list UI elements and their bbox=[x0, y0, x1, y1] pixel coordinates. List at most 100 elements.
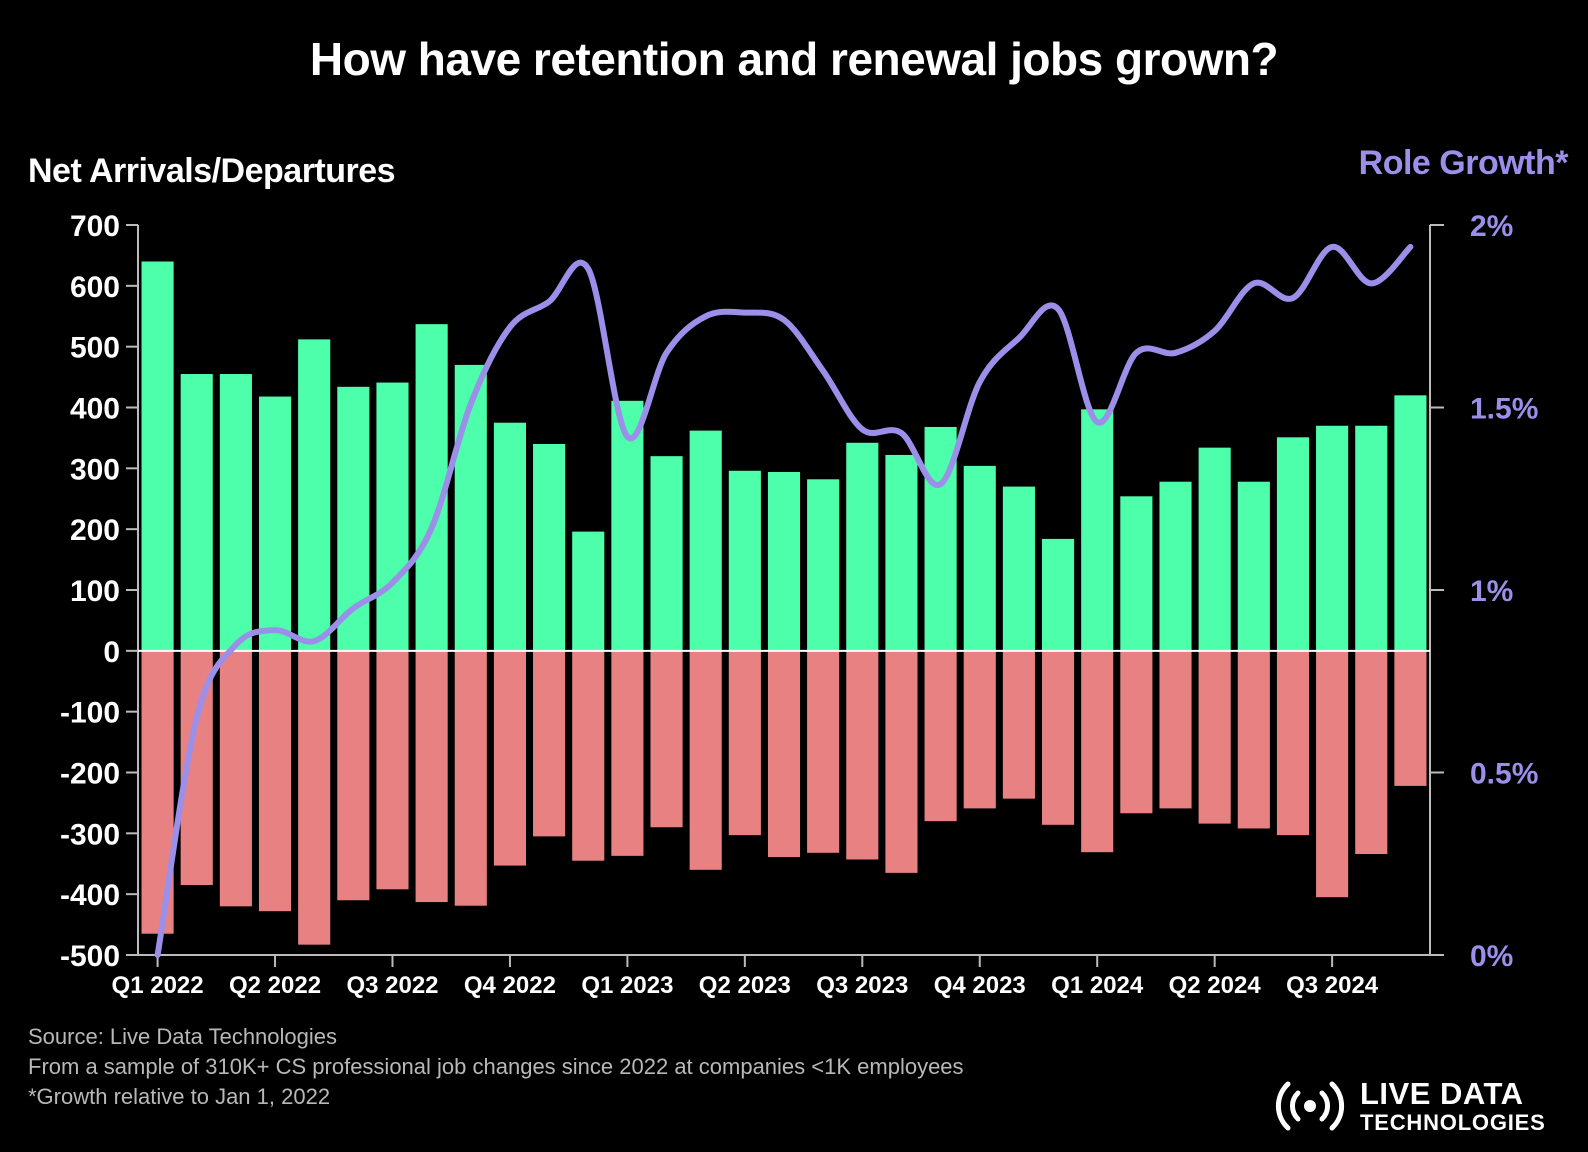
departures-bar bbox=[572, 650, 605, 861]
arrivals-bar bbox=[258, 396, 292, 651]
line-layer bbox=[154, 243, 1414, 958]
departures-bar bbox=[298, 650, 331, 945]
arrivals-bar bbox=[1276, 437, 1310, 651]
role-growth-line bbox=[154, 243, 1414, 958]
arrivals-bar bbox=[298, 339, 331, 651]
departures-bar bbox=[611, 650, 644, 856]
arrivals-bar bbox=[533, 444, 566, 651]
arrivals-bar bbox=[219, 374, 252, 651]
arrivals-bar bbox=[689, 430, 722, 651]
departures-bar bbox=[1276, 650, 1310, 836]
left-y-tick-label: -400 bbox=[60, 879, 120, 912]
departures-bar bbox=[1120, 650, 1153, 814]
axes-layer bbox=[126, 224, 1444, 967]
broadcast-icon bbox=[1275, 1081, 1345, 1131]
departures-bar bbox=[1394, 650, 1427, 786]
left-y-tick-label: 700 bbox=[70, 210, 120, 243]
departures-bar bbox=[493, 650, 526, 866]
departures-bar bbox=[807, 650, 840, 853]
arrivals-bar bbox=[1355, 425, 1388, 651]
arrivals-bar bbox=[846, 442, 879, 651]
right-y-tick-label: 2% bbox=[1470, 210, 1513, 243]
left-y-tick-label: 300 bbox=[70, 453, 120, 486]
departures-bar bbox=[1042, 650, 1075, 825]
x-tick-label: Q4 2022 bbox=[464, 972, 556, 999]
left-y-tick-label: -300 bbox=[60, 818, 120, 851]
arrivals-bar bbox=[376, 382, 409, 651]
right-y-tick-label: 0.5% bbox=[1470, 758, 1538, 791]
arrivals-bar bbox=[141, 261, 174, 651]
x-tick-label: Q1 2022 bbox=[112, 972, 204, 999]
left-y-tick-label: -500 bbox=[60, 940, 120, 973]
logo-text-line1: LIVE DATA bbox=[1360, 1076, 1524, 1111]
arrivals-bar bbox=[1159, 481, 1192, 651]
departures-bar bbox=[454, 650, 487, 906]
departures-bar bbox=[689, 650, 722, 870]
departures-bar bbox=[1237, 650, 1270, 829]
left-y-tick-label: 400 bbox=[70, 393, 120, 426]
arrivals-bar bbox=[1237, 481, 1270, 651]
arrivals-bar bbox=[572, 531, 605, 651]
departures-bar bbox=[533, 650, 566, 837]
departures-bar bbox=[1159, 650, 1192, 809]
arrivals-bar bbox=[807, 479, 840, 651]
departures-bar bbox=[650, 650, 683, 828]
x-tick-label: Q1 2024 bbox=[1051, 972, 1144, 999]
left-y-tick-label: 500 bbox=[70, 332, 120, 365]
left-y-tick-label: 600 bbox=[70, 271, 120, 304]
arrivals-bar bbox=[1042, 538, 1075, 651]
right-y-tick-label: 0% bbox=[1470, 940, 1513, 973]
arrivals-bar bbox=[1120, 496, 1153, 651]
arrivals-bar bbox=[180, 374, 213, 651]
sample-note: From a sample of 310K+ CS professional j… bbox=[28, 1054, 964, 1079]
departures-bar bbox=[728, 650, 761, 836]
arrivals-bar bbox=[650, 456, 683, 651]
arrivals-bar bbox=[767, 471, 801, 651]
x-tick-label: Q2 2023 bbox=[699, 972, 791, 999]
arrivals-bar bbox=[1081, 409, 1114, 651]
departures-bar bbox=[376, 650, 409, 890]
x-tick-label: Q3 2022 bbox=[346, 972, 438, 999]
departures-bar bbox=[219, 650, 252, 907]
right-y-tick-label: 1.5% bbox=[1470, 393, 1538, 426]
labels-layer: 700 600 500 400 300 200 100 0 -100 -200 -300 -400 -5… bbox=[60, 210, 1538, 999]
departures-bar bbox=[846, 650, 879, 860]
company-logo: LIVE DATA TECHNOLOGIES bbox=[1268, 1076, 1558, 1152]
x-tick-label: Q2 2022 bbox=[229, 972, 321, 999]
arrivals-bar bbox=[493, 422, 526, 651]
source-note: Source: Live Data Technologies bbox=[28, 1024, 338, 1049]
chart-title: How have retention and renewal jobs grow… bbox=[309, 33, 1279, 85]
x-tick-label: Q3 2023 bbox=[816, 972, 908, 999]
departures-bar bbox=[1355, 650, 1388, 855]
left-y-tick-label: -200 bbox=[60, 758, 120, 791]
arrivals-bar bbox=[1316, 425, 1349, 651]
departures-bar bbox=[258, 650, 292, 912]
x-tick-label: Q3 2024 bbox=[1286, 972, 1379, 999]
right-axis-title: Role Growth* bbox=[1358, 144, 1569, 182]
departures-bar bbox=[1002, 650, 1035, 799]
departures-bar bbox=[963, 650, 996, 809]
arrivals-bar bbox=[885, 454, 918, 651]
departures-bar bbox=[885, 650, 918, 873]
arrivals-bar bbox=[1002, 486, 1035, 651]
arrivals-bar bbox=[1198, 447, 1231, 651]
left-y-tick-label: -100 bbox=[60, 697, 120, 730]
departures-bar bbox=[1198, 650, 1231, 824]
departures-bar bbox=[924, 650, 957, 822]
left-y-tick-label: 200 bbox=[70, 514, 120, 547]
left-y-tick-label: 0 bbox=[103, 636, 120, 669]
arrivals-bar bbox=[728, 470, 761, 651]
departures-bar bbox=[767, 650, 801, 858]
logo-text-line2: TECHNOLOGIES bbox=[1360, 1110, 1546, 1135]
bars-layer bbox=[141, 261, 1427, 945]
x-tick-label: Q1 2023 bbox=[581, 972, 673, 999]
departures-bar bbox=[415, 650, 448, 903]
combo-chart: 700 600 500 400 300 200 100 0 -100 -200 -300 -400 -5… bbox=[60, 210, 1538, 999]
departures-bar bbox=[337, 650, 370, 901]
arrivals-bar bbox=[611, 400, 644, 651]
left-axis-title: Net Arrivals/Departures bbox=[28, 152, 396, 190]
arrivals-bar bbox=[963, 465, 996, 651]
growth-note: *Growth relative to Jan 1, 2022 bbox=[28, 1084, 331, 1109]
right-y-tick-label: 1% bbox=[1470, 575, 1513, 608]
x-tick-label: Q2 2024 bbox=[1169, 972, 1262, 999]
